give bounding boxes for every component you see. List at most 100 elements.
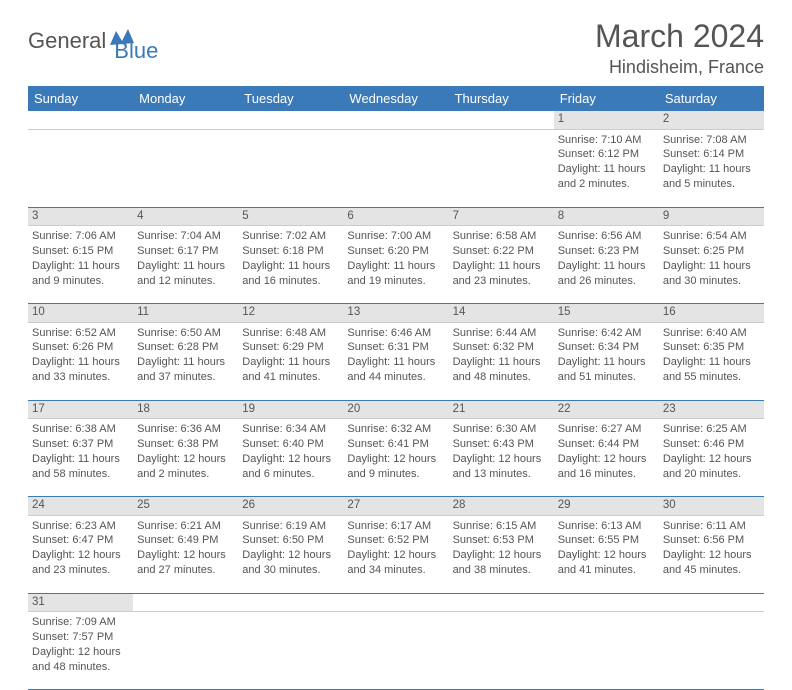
daylight-text-1: Daylight: 11 hours xyxy=(663,355,760,370)
day-body-cell: Sunrise: 6:40 AMSunset: 6:35 PMDaylight:… xyxy=(659,322,764,400)
logo-text-blue: Blue xyxy=(114,38,158,64)
day-body-cell: Sunrise: 7:02 AMSunset: 6:18 PMDaylight:… xyxy=(238,226,343,304)
sunrise-text: Sunrise: 6:15 AM xyxy=(453,519,550,534)
sunrise-text: Sunrise: 6:54 AM xyxy=(663,229,760,244)
day-body-cell: Sunrise: 6:32 AMSunset: 6:41 PMDaylight:… xyxy=(343,419,448,497)
day-number-cell: 2 xyxy=(659,111,764,129)
day-body-cell: Sunrise: 6:58 AMSunset: 6:22 PMDaylight:… xyxy=(449,226,554,304)
sunset-text: Sunset: 6:32 PM xyxy=(453,340,550,355)
daylight-text-2: and 9 minutes. xyxy=(347,467,444,482)
day-number-cell: 15 xyxy=(554,304,659,323)
daylight-text-1: Daylight: 11 hours xyxy=(242,355,339,370)
daylight-text-2: and 48 minutes. xyxy=(453,370,550,385)
day-number-cell: 20 xyxy=(343,400,448,419)
day-body-cell xyxy=(238,129,343,207)
daylight-text-1: Daylight: 12 hours xyxy=(32,645,129,660)
daylight-text-2: and 23 minutes. xyxy=(453,274,550,289)
sunrise-text: Sunrise: 7:10 AM xyxy=(558,133,655,148)
sunset-text: Sunset: 6:31 PM xyxy=(347,340,444,355)
day-number-cell: 14 xyxy=(449,304,554,323)
day-number-cell xyxy=(343,111,448,129)
sunset-text: Sunset: 6:28 PM xyxy=(137,340,234,355)
sunrise-text: Sunrise: 6:13 AM xyxy=(558,519,655,534)
weekday-header: Thursday xyxy=(449,86,554,111)
sunrise-text: Sunrise: 6:19 AM xyxy=(242,519,339,534)
sunset-text: Sunset: 6:50 PM xyxy=(242,533,339,548)
daylight-text-1: Daylight: 11 hours xyxy=(137,259,234,274)
day-body-cell: Sunrise: 6:23 AMSunset: 6:47 PMDaylight:… xyxy=(28,515,133,593)
daylight-text-1: Daylight: 12 hours xyxy=(347,548,444,563)
daylight-text-1: Daylight: 11 hours xyxy=(347,259,444,274)
day-number-cell xyxy=(238,593,343,612)
daylight-text-2: and 26 minutes. xyxy=(558,274,655,289)
day-number-row: 31 xyxy=(28,593,764,612)
daylight-text-1: Daylight: 11 hours xyxy=(137,355,234,370)
day-body-cell: Sunrise: 6:48 AMSunset: 6:29 PMDaylight:… xyxy=(238,322,343,400)
day-number-cell xyxy=(343,593,448,612)
sunset-text: Sunset: 6:15 PM xyxy=(32,244,129,259)
day-body-cell: Sunrise: 6:34 AMSunset: 6:40 PMDaylight:… xyxy=(238,419,343,497)
sunset-text: Sunset: 6:46 PM xyxy=(663,437,760,452)
day-number-cell: 9 xyxy=(659,207,764,226)
sunset-text: Sunset: 6:38 PM xyxy=(137,437,234,452)
logo: General Blue xyxy=(28,18,158,64)
daylight-text-2: and 9 minutes. xyxy=(32,274,129,289)
day-number-cell xyxy=(238,111,343,129)
daylight-text-2: and 16 minutes. xyxy=(242,274,339,289)
day-body-cell: Sunrise: 6:56 AMSunset: 6:23 PMDaylight:… xyxy=(554,226,659,304)
daylight-text-2: and 6 minutes. xyxy=(242,467,339,482)
daylight-text-2: and 34 minutes. xyxy=(347,563,444,578)
daylight-text-2: and 2 minutes. xyxy=(558,177,655,192)
daylight-text-1: Daylight: 11 hours xyxy=(558,355,655,370)
day-number-cell: 11 xyxy=(133,304,238,323)
day-body-cell: Sunrise: 6:17 AMSunset: 6:52 PMDaylight:… xyxy=(343,515,448,593)
daylight-text-1: Daylight: 12 hours xyxy=(663,452,760,467)
sunrise-text: Sunrise: 6:38 AM xyxy=(32,422,129,437)
day-number-cell xyxy=(449,111,554,129)
location-subtitle: Hindisheim, France xyxy=(595,57,764,78)
daylight-text-2: and 45 minutes. xyxy=(663,563,760,578)
daylight-text-1: Daylight: 11 hours xyxy=(558,259,655,274)
sunrise-text: Sunrise: 6:30 AM xyxy=(453,422,550,437)
day-body-cell: Sunrise: 6:38 AMSunset: 6:37 PMDaylight:… xyxy=(28,419,133,497)
daylight-text-2: and 55 minutes. xyxy=(663,370,760,385)
daylight-text-1: Daylight: 11 hours xyxy=(242,259,339,274)
day-body-cell: Sunrise: 6:52 AMSunset: 6:26 PMDaylight:… xyxy=(28,322,133,400)
day-number-cell: 13 xyxy=(343,304,448,323)
sunset-text: Sunset: 6:53 PM xyxy=(453,533,550,548)
daylight-text-1: Daylight: 12 hours xyxy=(242,452,339,467)
daylight-text-2: and 12 minutes. xyxy=(137,274,234,289)
sunrise-text: Sunrise: 6:27 AM xyxy=(558,422,655,437)
day-body-cell: Sunrise: 6:15 AMSunset: 6:53 PMDaylight:… xyxy=(449,515,554,593)
daylight-text-1: Daylight: 12 hours xyxy=(137,452,234,467)
sunrise-text: Sunrise: 6:46 AM xyxy=(347,326,444,341)
daylight-text-2: and 13 minutes. xyxy=(453,467,550,482)
day-body-cell: Sunrise: 7:00 AMSunset: 6:20 PMDaylight:… xyxy=(343,226,448,304)
day-body-cell: Sunrise: 6:13 AMSunset: 6:55 PMDaylight:… xyxy=(554,515,659,593)
logo-text-general: General xyxy=(28,28,106,54)
header: General Blue March 2024 Hindisheim, Fran… xyxy=(28,18,764,78)
day-body-cell: Sunrise: 7:09 AMSunset: 7:57 PMDaylight:… xyxy=(28,612,133,690)
day-body-cell: Sunrise: 6:36 AMSunset: 6:38 PMDaylight:… xyxy=(133,419,238,497)
sunset-text: Sunset: 6:34 PM xyxy=(558,340,655,355)
day-number-cell: 4 xyxy=(133,207,238,226)
day-body-cell: Sunrise: 7:10 AMSunset: 6:12 PMDaylight:… xyxy=(554,129,659,207)
weekday-header: Saturday xyxy=(659,86,764,111)
sunset-text: Sunset: 6:55 PM xyxy=(558,533,655,548)
sunrise-text: Sunrise: 6:42 AM xyxy=(558,326,655,341)
sunset-text: Sunset: 6:26 PM xyxy=(32,340,129,355)
sunset-text: Sunset: 6:49 PM xyxy=(137,533,234,548)
day-body-cell: Sunrise: 7:06 AMSunset: 6:15 PMDaylight:… xyxy=(28,226,133,304)
sunset-text: Sunset: 6:56 PM xyxy=(663,533,760,548)
day-body-cell: Sunrise: 6:25 AMSunset: 6:46 PMDaylight:… xyxy=(659,419,764,497)
sunrise-text: Sunrise: 7:00 AM xyxy=(347,229,444,244)
day-body-cell: Sunrise: 6:19 AMSunset: 6:50 PMDaylight:… xyxy=(238,515,343,593)
weekday-header: Sunday xyxy=(28,86,133,111)
day-number-cell: 5 xyxy=(238,207,343,226)
sunset-text: Sunset: 7:57 PM xyxy=(32,630,129,645)
day-body-row: Sunrise: 7:10 AMSunset: 6:12 PMDaylight:… xyxy=(28,129,764,207)
day-body-row: Sunrise: 6:52 AMSunset: 6:26 PMDaylight:… xyxy=(28,322,764,400)
weekday-header-row: SundayMondayTuesdayWednesdayThursdayFrid… xyxy=(28,86,764,111)
weekday-header: Friday xyxy=(554,86,659,111)
sunrise-text: Sunrise: 7:04 AM xyxy=(137,229,234,244)
